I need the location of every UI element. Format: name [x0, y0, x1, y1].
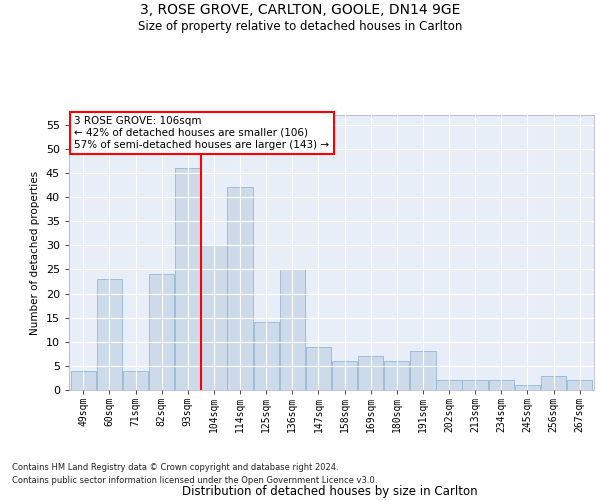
- Bar: [149, 274, 175, 390]
- Bar: [306, 346, 331, 390]
- Bar: [280, 270, 305, 390]
- Bar: [384, 361, 409, 390]
- Bar: [97, 279, 122, 390]
- Bar: [515, 385, 540, 390]
- Bar: [463, 380, 488, 390]
- Text: Contains HM Land Registry data © Crown copyright and database right 2024.: Contains HM Land Registry data © Crown c…: [12, 464, 338, 472]
- Text: 3, ROSE GROVE, CARLTON, GOOLE, DN14 9GE: 3, ROSE GROVE, CARLTON, GOOLE, DN14 9GE: [140, 2, 460, 16]
- Bar: [254, 322, 279, 390]
- Bar: [201, 246, 227, 390]
- Bar: [71, 370, 96, 390]
- Bar: [436, 380, 462, 390]
- Bar: [410, 352, 436, 390]
- Bar: [488, 380, 514, 390]
- Bar: [332, 361, 357, 390]
- Text: Contains public sector information licensed under the Open Government Licence v3: Contains public sector information licen…: [12, 476, 377, 485]
- Y-axis label: Number of detached properties: Number of detached properties: [30, 170, 40, 334]
- Bar: [541, 376, 566, 390]
- Bar: [567, 380, 592, 390]
- Text: Size of property relative to detached houses in Carlton: Size of property relative to detached ho…: [138, 20, 462, 33]
- Bar: [227, 188, 253, 390]
- Bar: [358, 356, 383, 390]
- Text: Distribution of detached houses by size in Carlton: Distribution of detached houses by size …: [182, 484, 478, 498]
- Text: 3 ROSE GROVE: 106sqm
← 42% of detached houses are smaller (106)
57% of semi-deta: 3 ROSE GROVE: 106sqm ← 42% of detached h…: [74, 116, 329, 150]
- Bar: [123, 370, 148, 390]
- Bar: [175, 168, 200, 390]
